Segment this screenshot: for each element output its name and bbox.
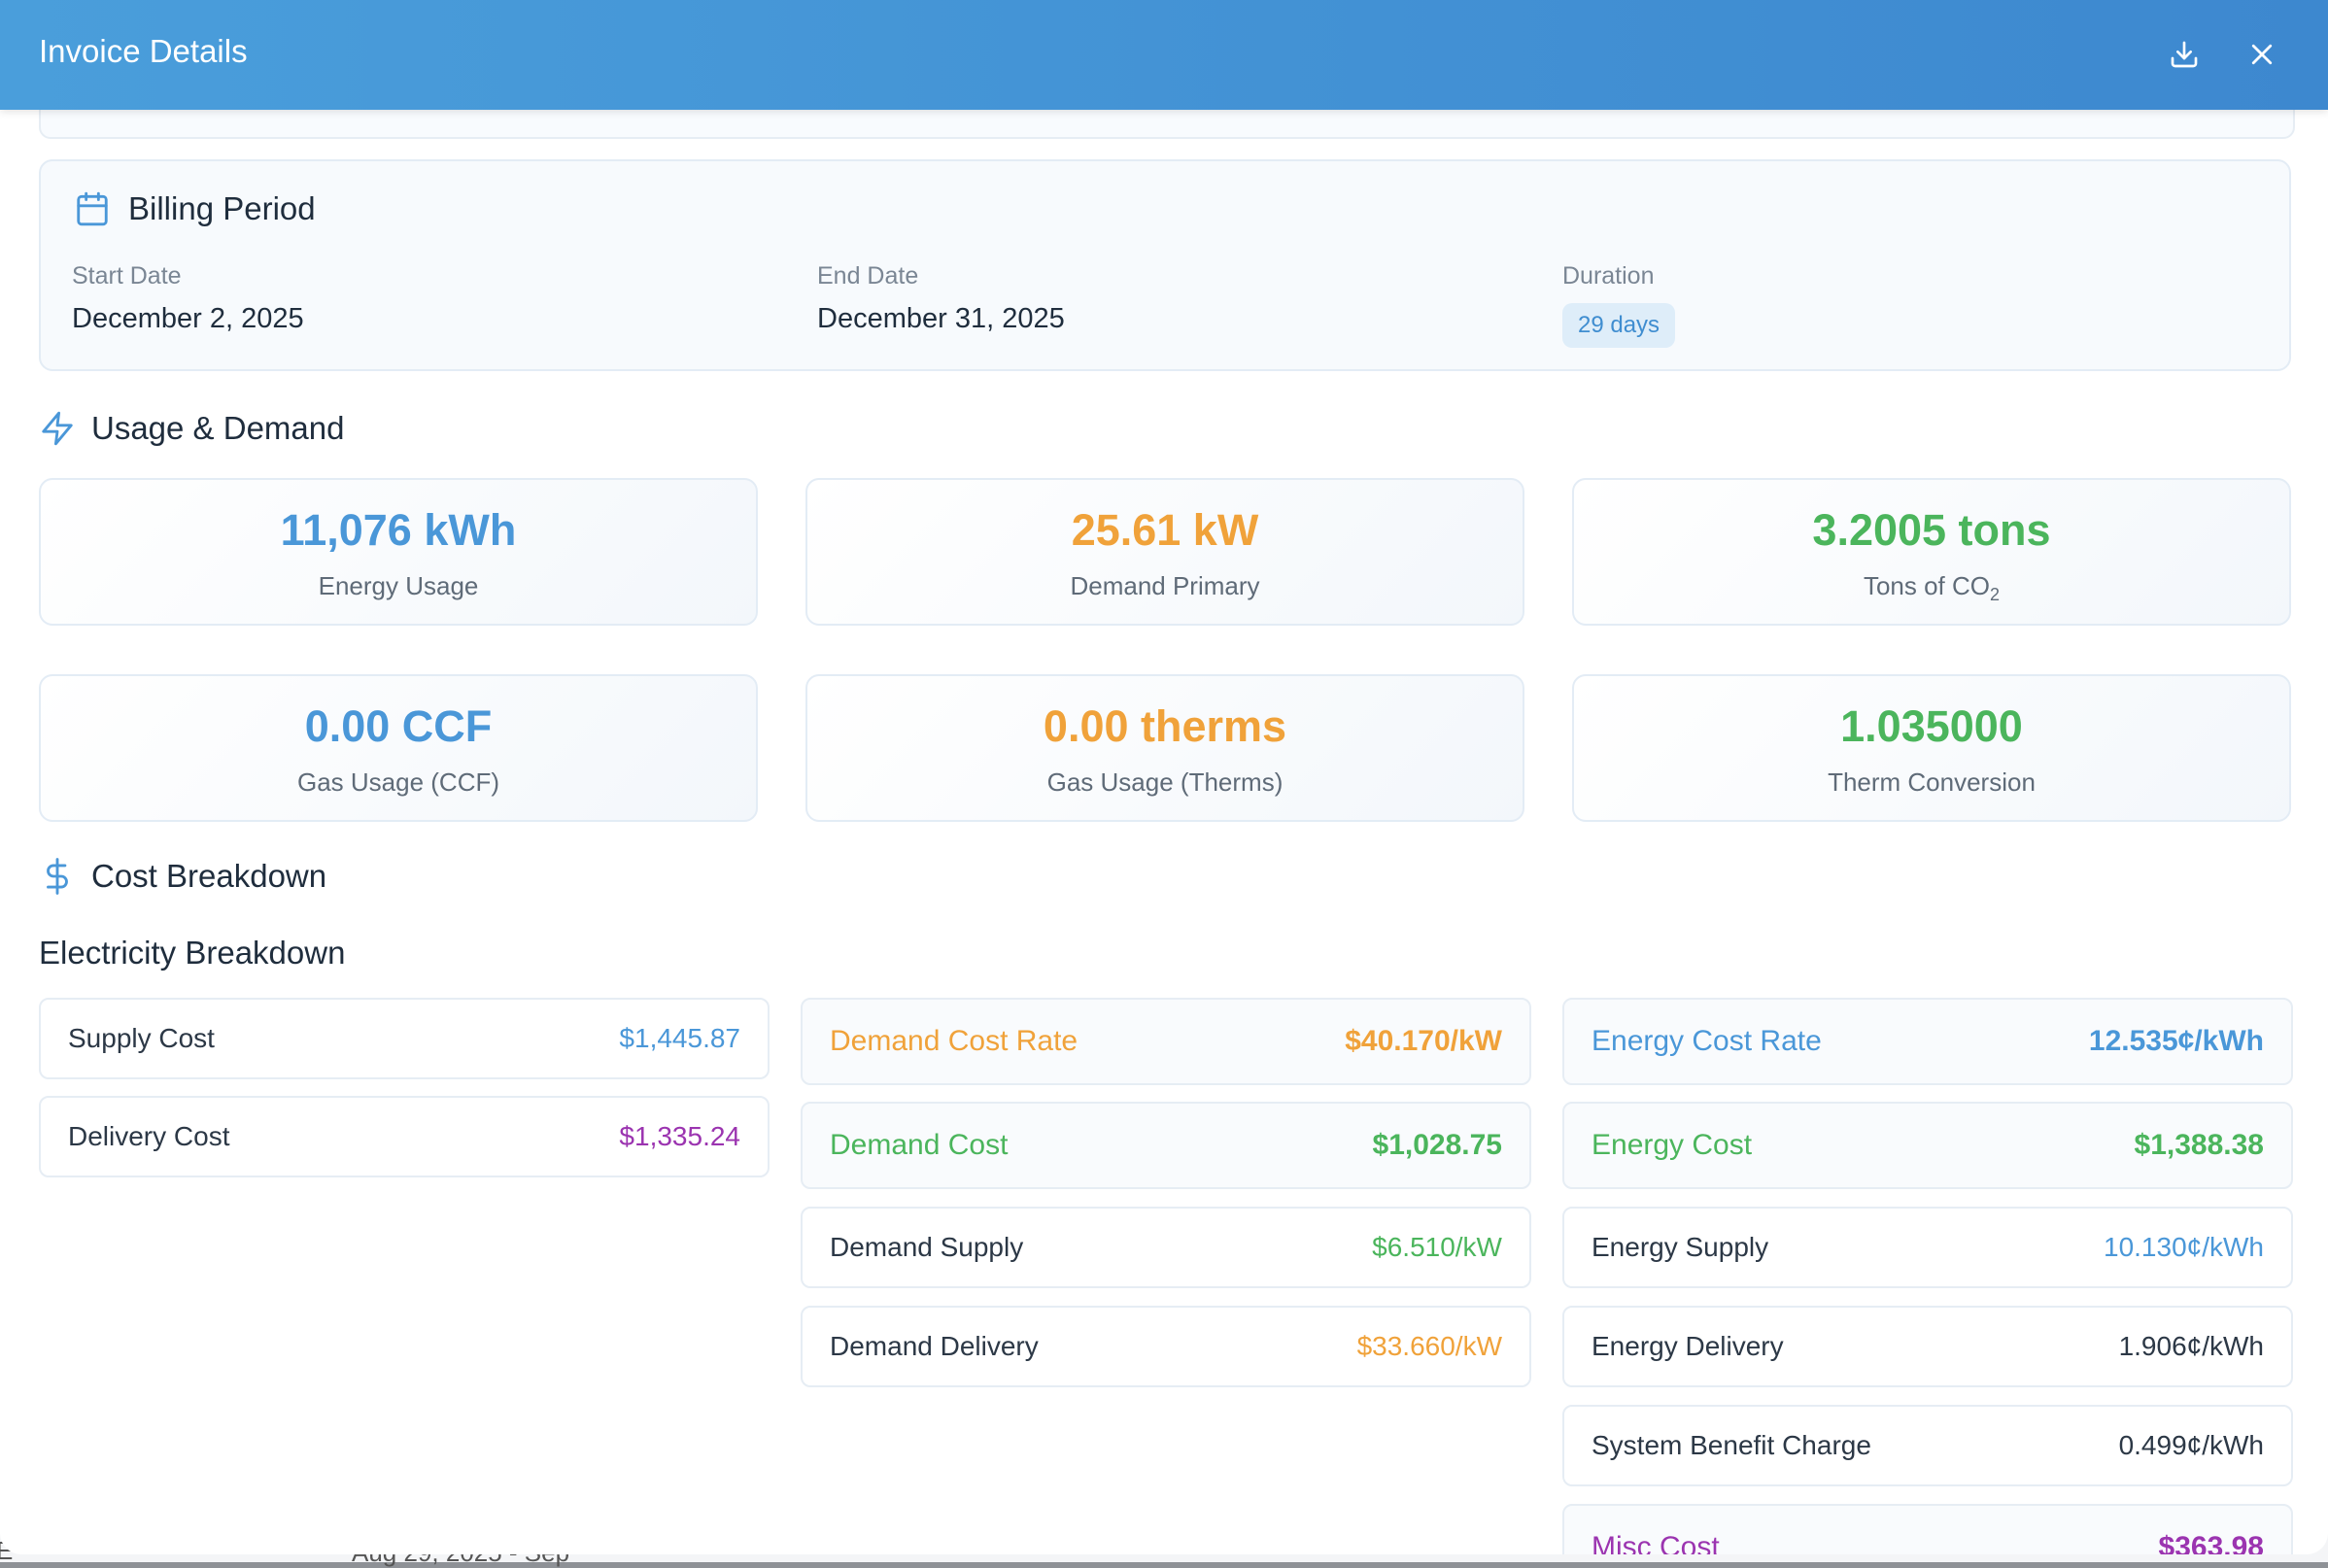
end-date-value: December 31, 2025 — [817, 303, 1065, 334]
row-label: Demand Delivery — [830, 1331, 1039, 1361]
stat-label-subscript: 2 — [1990, 585, 2001, 605]
cost-row-energy-delivery: Energy Delivery 1.906¢/kWh — [1562, 1306, 2293, 1387]
stat-gas-usage-therms: 0.00 therms Gas Usage (Therms) — [805, 674, 1524, 822]
download-button[interactable] — [2161, 31, 2208, 78]
stat-therm-conversion: 1.035000 Therm Conversion — [1572, 674, 2291, 822]
row-value: $1,445.87 — [619, 1023, 740, 1053]
row-label: Energy Supply — [1592, 1232, 1769, 1262]
electricity-breakdown-title: Electricity Breakdown — [39, 935, 346, 971]
row-label: Demand Supply — [830, 1232, 1024, 1262]
row-label: Supply Cost — [68, 1023, 215, 1053]
row-label: Energy Delivery — [1592, 1331, 1784, 1361]
stat-value: 0.00 CCF — [304, 701, 493, 751]
cost-row-demand-cost: Demand Cost $1,028.75 — [801, 1102, 1531, 1189]
stat-energy-usage: 11,076 kWh Energy Usage — [39, 478, 758, 626]
modal-header: Invoice Details — [0, 0, 2328, 110]
cost-row-demand-cost-rate: Demand Cost Rate $40.170/kW — [801, 998, 1531, 1085]
row-label: Delivery Cost — [68, 1121, 230, 1151]
duration-badge: 29 days — [1562, 303, 1676, 348]
row-value: $6.510/kW — [1372, 1232, 1502, 1262]
start-date-label: Start Date — [72, 262, 182, 290]
row-label: Energy Cost Rate — [1592, 1025, 1822, 1057]
cost-row-demand-supply: Demand Supply $6.510/kW — [801, 1207, 1531, 1288]
stat-value: 3.2005 tons — [1812, 505, 2051, 555]
usage-demand-title: Usage & Demand — [91, 410, 345, 446]
billing-period-card: Billing Period Start Date December 2, 20… — [39, 159, 2291, 371]
cost-row-misc-cost: Misc Cost $363.98 — [1562, 1504, 2293, 1554]
cost-row-delivery-cost: Delivery Cost $1,335.24 — [39, 1096, 770, 1177]
row-label: Energy Cost — [1592, 1129, 1753, 1161]
row-label: System Benefit Charge — [1592, 1430, 1871, 1460]
cost-breakdown-heading: Cost Breakdown — [39, 857, 326, 896]
cost-row-demand-delivery: Demand Delivery $33.660/kW — [801, 1306, 1531, 1387]
row-value: $1,388.38 — [2134, 1129, 2264, 1161]
close-button[interactable] — [2239, 31, 2285, 78]
row-value: 1.906¢/kWh — [2118, 1331, 2264, 1361]
row-label: Demand Cost Rate — [830, 1025, 1078, 1057]
row-value: 0.499¢/kWh — [2118, 1430, 2264, 1460]
lightning-icon — [42, 411, 73, 446]
billing-period-heading: Billing Period — [74, 190, 316, 227]
row-value: $1,028.75 — [1372, 1129, 1502, 1161]
download-icon — [2171, 41, 2198, 68]
row-value: $1,335.24 — [619, 1121, 740, 1151]
row-value: 10.130¢/kWh — [2104, 1232, 2264, 1262]
close-icon — [2251, 44, 2273, 65]
billing-period-title: Billing Period — [128, 190, 316, 226]
stat-demand-primary: 25.61 kW Demand Primary — [805, 478, 1524, 626]
stat-label: Gas Usage (Therms) — [1046, 767, 1284, 797]
cost-row-supply-cost: Supply Cost $1,445.87 — [39, 998, 770, 1079]
modal-title: Invoice Details — [39, 33, 248, 69]
cost-row-energy-cost: Energy Cost $1,388.38 — [1562, 1102, 2293, 1189]
stat-value: 1.035000 — [1840, 701, 2023, 751]
stat-value: 0.00 therms — [1043, 701, 1287, 751]
usage-demand-heading: Usage & Demand — [39, 409, 344, 448]
stat-value: 25.61 kW — [1071, 505, 1259, 555]
stat-label: Tons of CO2 — [1574, 571, 2289, 605]
end-date-label: End Date — [817, 262, 919, 290]
calendar-icon — [77, 191, 108, 226]
row-value: $40.170/kW — [1345, 1025, 1502, 1057]
row-value: $363.98 — [2158, 1531, 2264, 1554]
duration-label: Duration — [1562, 262, 1655, 290]
cost-row-energy-supply: Energy Supply 10.130¢/kWh — [1562, 1207, 2293, 1288]
stat-gas-usage-ccf: 0.00 CCF Gas Usage (CCF) — [39, 674, 758, 822]
row-label: Misc Cost — [1592, 1531, 1720, 1554]
stat-label: Demand Primary — [1070, 571, 1260, 600]
stat-value: 11,076 kWh — [280, 505, 517, 555]
stat-label: Energy Usage — [318, 571, 479, 600]
row-value: $33.660/kW — [1356, 1331, 1502, 1361]
stat-label: Therm Conversion — [1828, 767, 2036, 797]
stat-label: Gas Usage (CCF) — [296, 767, 500, 797]
start-date-value: December 2, 2025 — [72, 303, 304, 334]
stat-tons-co2: 3.2005 tons Tons of CO2 — [1572, 478, 2291, 626]
previous-section-card — [39, 110, 2295, 139]
cost-row-energy-cost-rate: Energy Cost Rate 12.535¢/kWh — [1562, 998, 2293, 1085]
cost-breakdown-title: Cost Breakdown — [91, 858, 327, 894]
stat-label-main: Tons of CO — [1863, 571, 1991, 600]
row-label: Demand Cost — [830, 1129, 1009, 1161]
row-value: 12.535¢/kWh — [2088, 1025, 2264, 1057]
modal-content[interactable]: Billing Period Start Date December 2, 20… — [0, 110, 2328, 1554]
cost-row-system-benefit-charge: System Benefit Charge 0.499¢/kWh — [1562, 1405, 2293, 1486]
dollar-icon — [47, 858, 68, 895]
